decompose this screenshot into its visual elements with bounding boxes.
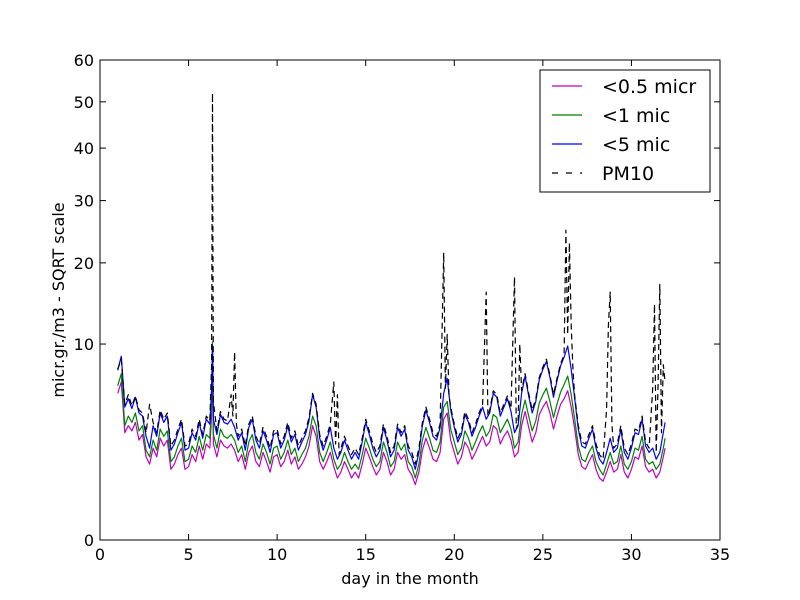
series-line-4 (117, 92, 666, 465)
x-tick-label: 15 (356, 545, 376, 564)
y-tick-label: 0 (84, 531, 94, 550)
series-line-1 (117, 348, 666, 486)
series-layer (117, 92, 666, 486)
x-axis: 0 5 10 15 20 25 30 35 (95, 60, 730, 564)
legend-label-2: <1 mic (602, 105, 670, 127)
y-tick-label: 40 (74, 139, 94, 158)
x-tick-label: 10 (267, 545, 287, 564)
x-tick-label: 0 (95, 545, 105, 564)
y-axis: 0 10 20 30 40 50 60 (74, 51, 720, 550)
series-line-2 (117, 341, 666, 479)
y-axis-label: micr.gr./m3 - SQRT scale (49, 202, 68, 397)
y-tick-label: 20 (74, 254, 94, 273)
x-axis-label: day in the month (341, 569, 478, 588)
legend-box (539, 69, 711, 193)
legend-label-1: <0.5 micr (602, 76, 696, 98)
x-tick-label: 5 (183, 545, 193, 564)
x-tick-label: 30 (621, 545, 641, 564)
legend-label-4: PM10 (602, 163, 654, 185)
x-tick-label: 35 (710, 545, 730, 564)
plot-frame (99, 59, 721, 541)
y-tick-label: 30 (74, 192, 94, 211)
x-tick-label: 20 (444, 545, 464, 564)
y-tick-label: 60 (74, 51, 94, 70)
y-tick-label: 50 (74, 93, 94, 112)
x-tick-label: 25 (533, 545, 553, 564)
y-tick-label: 10 (74, 335, 94, 354)
legend-label-3: <5 mic (602, 134, 670, 156)
legend: <0.5 micr <1 mic <5 mic PM10 (539, 69, 711, 193)
